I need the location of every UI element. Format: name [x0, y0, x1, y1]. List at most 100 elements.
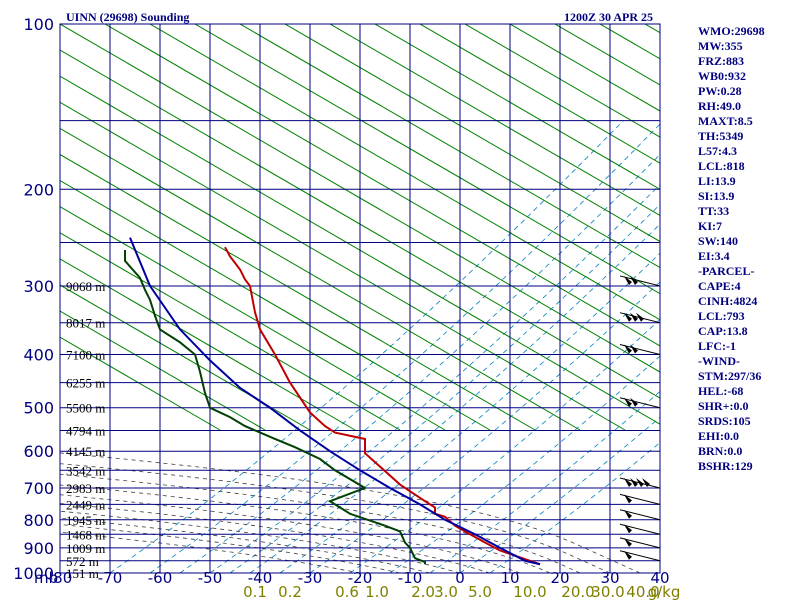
index-item: SW:140 [698, 234, 739, 248]
dry-adiabat [60, 180, 491, 431]
dry-adiabat [60, 258, 356, 431]
index-item: LCL:818 [698, 159, 745, 173]
mixing-ratio-unit-label: g/kg [648, 583, 681, 600]
dry-adiabat [60, 75, 660, 425]
mixing-ratio-line [349, 318, 660, 573]
chart-title: UINN (29698) Sounding [66, 10, 189, 24]
mixing-ratio-line [429, 390, 660, 573]
dry-adiabat [60, 24, 660, 373]
index-item: -WIND- [698, 354, 740, 368]
dry-adiabat [60, 310, 266, 431]
pressure-tick-label: 1000 [13, 564, 54, 583]
chart-timestamp: 1200Z 30 APR 25 [564, 10, 653, 24]
plot-frame [59, 23, 661, 574]
height-label: 6255 m [66, 376, 105, 391]
mixing-ratio-tick-label: 3.0 [434, 583, 458, 600]
height-label: 3542 m [66, 463, 105, 478]
height-label: 4145 m [66, 444, 105, 459]
index-item: BRN:0.0 [698, 444, 743, 458]
wind-barb [619, 493, 661, 505]
height-label: 151 m [66, 566, 99, 581]
index-item: WB0:932 [698, 69, 746, 83]
moist-adiabat [60, 463, 611, 573]
index-item: PW:0.28 [698, 84, 742, 98]
index-item: SI:13.9 [698, 189, 735, 203]
index-item: WMO:29698 [698, 24, 765, 38]
temperature-tick-label: 30 [600, 569, 619, 587]
moist-adiabat [60, 517, 431, 573]
pressure-tick-label: 400 [23, 346, 54, 365]
height-label: 572 m [66, 554, 99, 569]
height-label: 1945 m [66, 513, 105, 528]
pressure-tick-label: 900 [23, 539, 54, 558]
height-label: 1009 m [66, 541, 105, 556]
temperature-tick-label: -80 [48, 569, 73, 587]
mixing-ratio-tick-label: 30.0 [591, 583, 624, 600]
temperature-tick-label: 10 [500, 569, 519, 587]
dry-adiabat [104, 24, 660, 347]
wind-barb [619, 509, 661, 521]
dry-adiabat [60, 206, 446, 431]
index-item: EHI:0.0 [698, 429, 740, 443]
dry-adiabat [60, 153, 536, 431]
index-item: MW:355 [698, 39, 743, 53]
sounding-trace [224, 246, 541, 566]
mixing-ratio-line [229, 203, 660, 573]
mixing-ratio-tick-label: 0.6 [335, 583, 359, 600]
mixing-ratio-line [389, 355, 660, 573]
mixing-ratio-tick-label: 20.0 [561, 583, 594, 600]
mixing-ratio-tick-label: 40.0 [626, 583, 659, 600]
pressure-tick-label: 700 [23, 479, 54, 498]
height-label: 4794 m [66, 423, 105, 438]
dry-adiabat [329, 24, 660, 216]
height-label: 2449 m [66, 497, 105, 512]
height-label: 5500 m [66, 401, 105, 416]
wind-barb [619, 344, 661, 356]
index-item: TT:33 [698, 204, 730, 218]
temperature-tick-label: 20 [550, 569, 569, 587]
pressure-tick-label: 200 [23, 180, 54, 199]
height-label: 2983 m [66, 481, 105, 496]
moist-adiabat [60, 452, 641, 573]
mixing-ratio-line [459, 416, 660, 573]
dry-adiabat [239, 24, 660, 269]
index-item: LFC:-1 [698, 339, 736, 353]
dry-adiabat [60, 232, 401, 431]
pressure-tick-label: 600 [23, 442, 54, 461]
pressure-unit-label: mb [34, 569, 58, 587]
mixing-ratio-tick-label: 5.0 [468, 583, 492, 600]
dry-adiabat [60, 101, 626, 431]
mixing-ratio-tick-label: 10.0 [513, 583, 546, 600]
temperature-tick-label: -70 [98, 569, 123, 587]
index-item: RH:49.0 [698, 99, 741, 113]
dry-adiabat [509, 24, 660, 112]
index-item: CAPE:4 [698, 279, 741, 293]
index-item: SRDS:105 [698, 414, 751, 428]
mixing-ratio-tick-label: 0.2 [278, 583, 302, 600]
height-label: 8017 m [66, 316, 105, 331]
mixing-ratio-line [149, 123, 660, 573]
mixing-ratio-line [209, 184, 660, 573]
pressure-tick-label: 100 [23, 15, 54, 34]
height-label: 1468 m [66, 527, 105, 542]
moist-adiabat [60, 503, 491, 573]
indices-panel: WMO:29698 MW:355 FRZ:883 WB0:932 PW:0.28… [698, 24, 798, 474]
height-label: 7100 m [66, 348, 105, 363]
index-item: -PARCEL- [698, 264, 755, 278]
mixing-ratio-line [249, 223, 660, 573]
temperature-tick-label: 40 [650, 569, 669, 587]
moist-adiabat [60, 484, 551, 573]
index-item: CINH:4824 [698, 294, 758, 308]
wind-barb [619, 397, 661, 409]
sounding-trace [129, 237, 541, 566]
height-label: 9068 m [66, 279, 105, 294]
index-item: EI:3.4 [698, 249, 730, 263]
mixing-ratio-line [309, 281, 660, 573]
mixing-ratio-tick-label: 2.0 [411, 583, 435, 600]
dry-adiabat [284, 24, 660, 243]
dry-adiabat [419, 24, 660, 164]
dry-adiabat [464, 24, 660, 138]
sounding-trace [124, 249, 426, 565]
index-item: TH:5349 [698, 129, 744, 143]
